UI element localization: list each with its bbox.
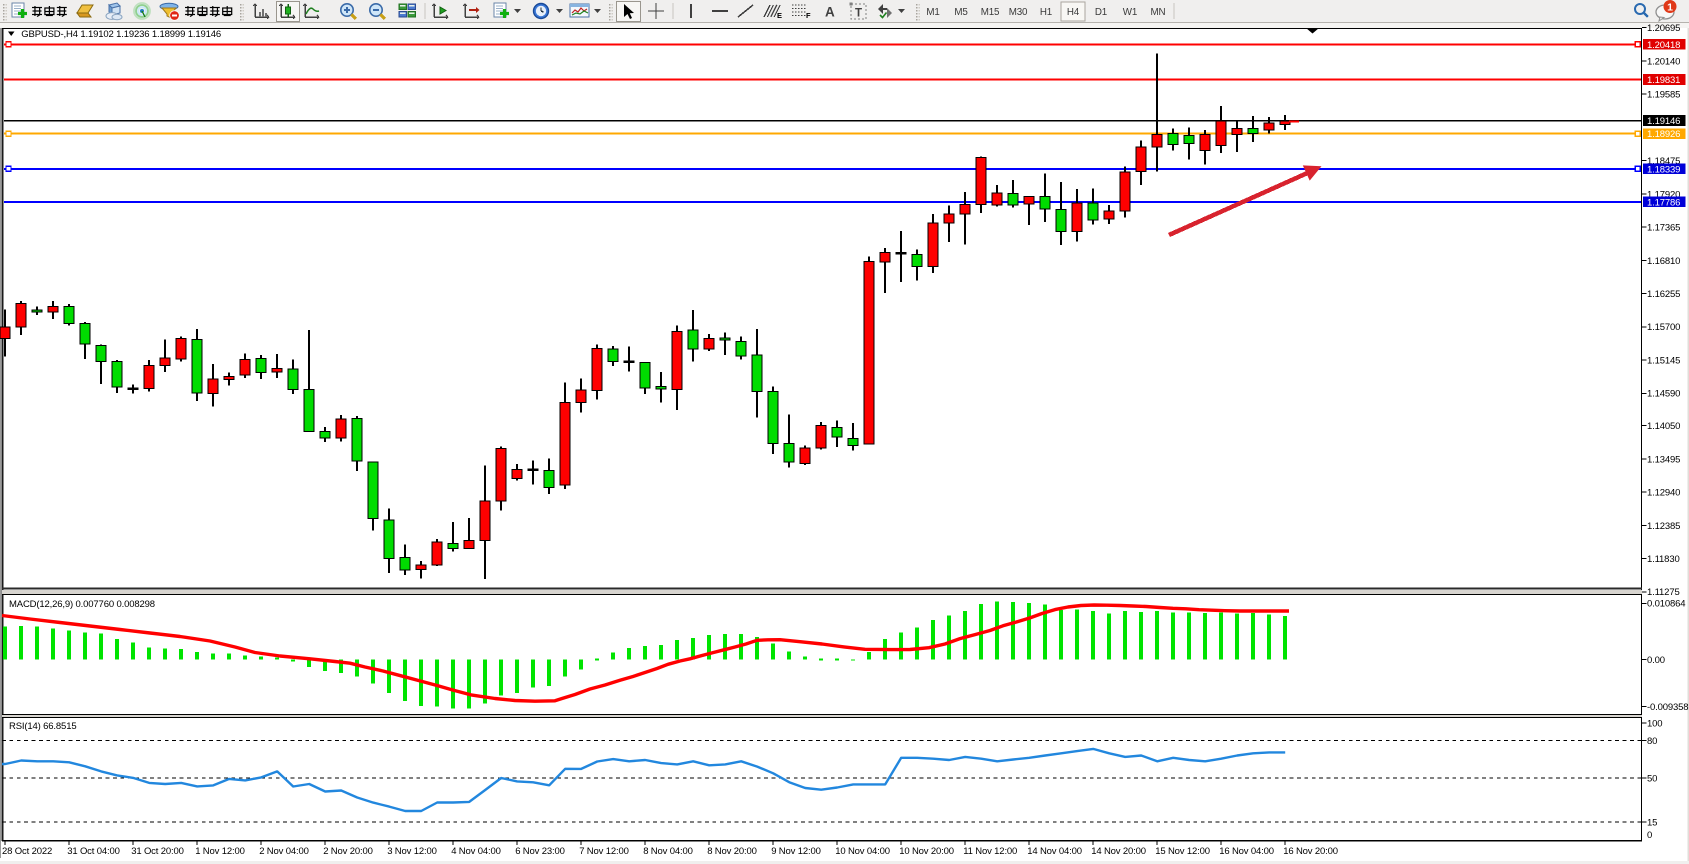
svg-text:1.17920: 1.17920: [1647, 189, 1680, 200]
svg-text:8 Nov 20:00: 8 Nov 20:00: [707, 846, 757, 857]
svg-text:31 Oct 20:00: 31 Oct 20:00: [131, 846, 184, 857]
svg-text:MACD(12,26,9) 0.007760 0.00829: MACD(12,26,9) 0.007760 0.008298: [9, 599, 155, 610]
svg-text:1.11830: 1.11830: [1647, 554, 1680, 565]
svg-text:1: 1: [1667, 2, 1673, 14]
svg-text:14 Nov 20:00: 14 Nov 20:00: [1091, 846, 1146, 857]
svg-text:1.17365: 1.17365: [1647, 223, 1680, 234]
svg-text:1.16255: 1.16255: [1647, 289, 1680, 300]
svg-text:1.19831: 1.19831: [1647, 75, 1680, 86]
svg-text:50: 50: [1647, 774, 1657, 785]
svg-text:M30: M30: [1009, 7, 1028, 18]
svg-text:1.11275: 1.11275: [1647, 587, 1680, 598]
svg-text:4 Nov 04:00: 4 Nov 04:00: [451, 846, 501, 857]
svg-text:1 Nov 12:00: 1 Nov 12:00: [195, 846, 245, 857]
svg-text:16 Nov 20:00: 16 Nov 20:00: [1283, 846, 1338, 857]
svg-text:GBPUSD-,H4 1.19102 1.19236 1.: GBPUSD-,H4 1.19102 1.19236 1.18999 1.191…: [21, 29, 221, 40]
svg-text:W1: W1: [1123, 7, 1137, 18]
svg-text:F: F: [806, 11, 811, 20]
svg-text:100: 100: [1647, 718, 1662, 729]
svg-text:15: 15: [1647, 817, 1657, 828]
svg-text:M15: M15: [981, 7, 1000, 18]
svg-text:14 Nov 04:00: 14 Nov 04:00: [1027, 846, 1082, 857]
svg-text:2 Nov 04:00: 2 Nov 04:00: [259, 846, 309, 857]
svg-text:31 Oct 04:00: 31 Oct 04:00: [67, 846, 120, 857]
svg-text:0.00: 0.00: [1647, 655, 1665, 666]
svg-text:H1: H1: [1040, 7, 1052, 18]
svg-text:A: A: [825, 5, 835, 20]
svg-text:1.20418: 1.20418: [1647, 40, 1680, 51]
svg-text:1.17786: 1.17786: [1647, 197, 1680, 208]
svg-text:16 Nov 04:00: 16 Nov 04:00: [1219, 846, 1274, 857]
svg-text:1.20140: 1.20140: [1647, 56, 1680, 67]
svg-text:D1: D1: [1095, 7, 1107, 18]
svg-text:T: T: [855, 8, 862, 20]
svg-text:0: 0: [1647, 830, 1652, 841]
svg-text:8 Nov 04:00: 8 Nov 04:00: [643, 846, 693, 857]
svg-text:1.16810: 1.16810: [1647, 256, 1680, 267]
svg-text:1.18475: 1.18475: [1647, 156, 1680, 167]
svg-text:E: E: [777, 11, 782, 20]
svg-text:1.19146: 1.19146: [1647, 116, 1680, 127]
svg-text:0.010864: 0.010864: [1647, 599, 1685, 610]
svg-text:1.12940: 1.12940: [1647, 488, 1680, 499]
svg-text:1.18926: 1.18926: [1647, 129, 1680, 140]
svg-text:M1: M1: [926, 7, 939, 18]
svg-text:9 Nov 12:00: 9 Nov 12:00: [771, 846, 821, 857]
svg-text:6 Nov 23:00: 6 Nov 23:00: [515, 846, 565, 857]
svg-text:1.20695: 1.20695: [1647, 23, 1680, 34]
svg-text:RSI(14) 66.8515: RSI(14) 66.8515: [9, 721, 76, 732]
svg-text:H4: H4: [1067, 7, 1080, 18]
svg-text:M5: M5: [954, 7, 968, 18]
svg-text:1.15145: 1.15145: [1647, 356, 1680, 367]
svg-text:7 Nov 12:00: 7 Nov 12:00: [579, 846, 629, 857]
svg-text:1.15700: 1.15700: [1647, 322, 1680, 333]
svg-text:80: 80: [1647, 736, 1657, 747]
svg-text:15 Nov 12:00: 15 Nov 12:00: [1155, 846, 1210, 857]
svg-text:2 Nov 20:00: 2 Nov 20:00: [323, 846, 373, 857]
svg-text:28 Oct 2022: 28 Oct 2022: [2, 846, 52, 857]
svg-text:1.13495: 1.13495: [1647, 454, 1680, 465]
svg-text:10 Nov 04:00: 10 Nov 04:00: [835, 846, 890, 857]
svg-text:10 Nov 20:00: 10 Nov 20:00: [899, 846, 954, 857]
svg-text:1.14050: 1.14050: [1647, 421, 1680, 432]
svg-text:1.19585: 1.19585: [1647, 90, 1680, 101]
svg-text:11 Nov 12:00: 11 Nov 12:00: [963, 846, 1017, 857]
svg-text:1.14590: 1.14590: [1647, 389, 1680, 400]
svg-text:3 Nov 12:00: 3 Nov 12:00: [387, 846, 437, 857]
svg-text:1.12385: 1.12385: [1647, 521, 1680, 532]
svg-text:MN: MN: [1151, 7, 1166, 18]
svg-text:-0.009358: -0.009358: [1647, 702, 1688, 713]
svg-text:1.18339: 1.18339: [1647, 164, 1680, 175]
